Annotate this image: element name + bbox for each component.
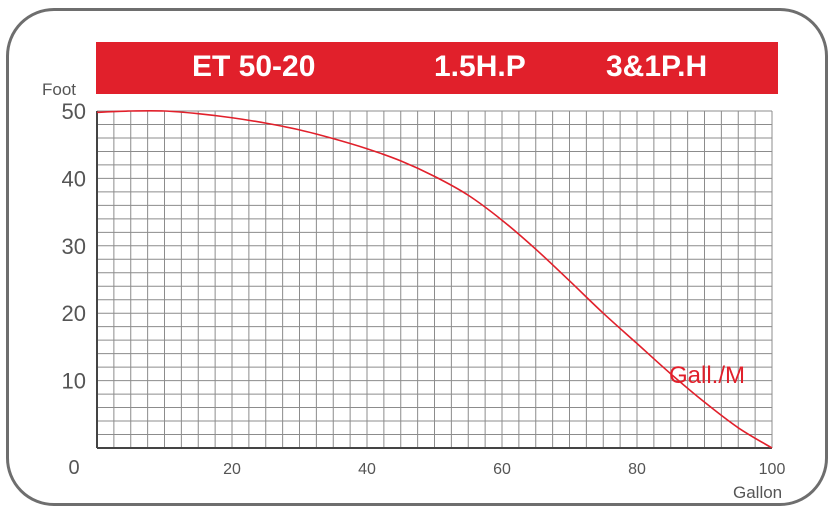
x-tick-label: 40 xyxy=(358,461,376,478)
model-label: ET 50-20 xyxy=(192,50,316,83)
y-axis-label: Foot xyxy=(42,80,76,99)
power-label: 1.5H.P xyxy=(434,50,526,83)
y-tick-label: 20 xyxy=(62,301,86,326)
x-tick-label: 20 xyxy=(223,461,241,478)
x-axis-label: Gallon xyxy=(733,483,782,502)
x-tick-label: 60 xyxy=(493,461,511,478)
series-label: Gall./M xyxy=(669,362,745,389)
performance-curve-line xyxy=(96,109,773,449)
x-tick-label: 100 xyxy=(759,461,786,478)
y-tick-label: 30 xyxy=(62,234,86,259)
grid xyxy=(96,110,773,449)
y-tick-label: 50 xyxy=(62,99,86,124)
tick-labels: 10 20 30 40 50 0 20 40 60 80 100 xyxy=(62,99,786,479)
y-tick-label: 10 xyxy=(62,369,86,394)
x-tick-label: 80 xyxy=(628,461,646,478)
x-tick-label: 0 xyxy=(68,457,79,479)
phase-label: 3&1P.H xyxy=(606,50,708,83)
model-banner: ET 50-20 1.5H.P 3&1P.H xyxy=(96,42,778,94)
y-tick-label: 40 xyxy=(62,166,86,191)
